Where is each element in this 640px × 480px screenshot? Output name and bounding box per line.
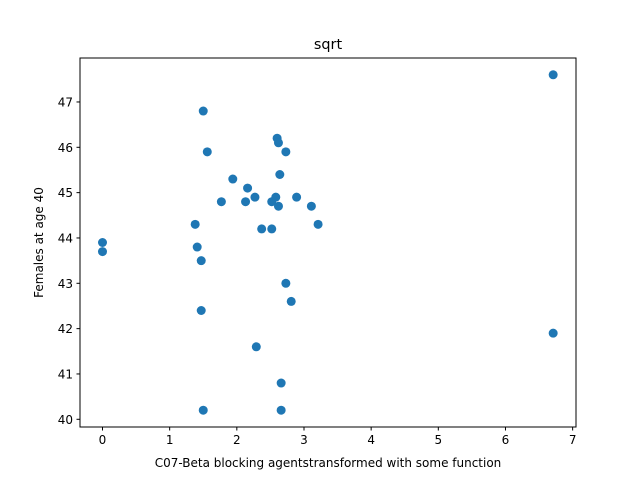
data-point <box>281 278 291 288</box>
data-point <box>250 192 260 202</box>
data-point <box>276 405 286 415</box>
x-tick-label: 2 <box>233 433 241 447</box>
data-point <box>276 378 286 388</box>
x-tick-label: 4 <box>367 433 375 447</box>
plot-area-frame <box>79 57 577 428</box>
y-tick-label: 41 <box>58 367 73 381</box>
data-point <box>306 201 316 211</box>
data-point <box>281 147 291 157</box>
data-point <box>273 201 283 211</box>
data-point <box>198 106 208 116</box>
y-tick-label: 42 <box>58 322 73 336</box>
data-point <box>275 170 285 180</box>
x-tick-label: 6 <box>502 433 510 447</box>
data-point <box>273 138 283 148</box>
data-point <box>216 197 226 207</box>
data-point <box>192 242 202 252</box>
y-axis-label: Females at age 40 <box>32 187 46 298</box>
data-point <box>196 256 206 266</box>
y-tick-label: 47 <box>58 95 73 109</box>
data-point <box>257 224 267 234</box>
y-tick-label: 46 <box>58 141 73 155</box>
x-tick-label: 5 <box>434 433 442 447</box>
data-point <box>190 219 200 229</box>
data-point <box>243 183 253 193</box>
data-point <box>548 70 558 80</box>
data-point <box>313 219 323 229</box>
data-point <box>292 192 302 202</box>
data-point <box>271 192 281 202</box>
chart-title: sqrt <box>314 37 343 53</box>
y-tick-label: 44 <box>58 231 73 245</box>
points-layer <box>97 70 558 415</box>
data-point <box>267 224 277 234</box>
data-point <box>198 405 208 415</box>
data-point <box>228 174 238 184</box>
x-tick-label: 3 <box>300 433 308 447</box>
x-tick-label: 7 <box>569 433 577 447</box>
y-tick-label: 43 <box>58 277 73 291</box>
x-axis-label: C07-Beta blocking agentstransformed with… <box>155 456 502 470</box>
data-point <box>97 238 107 247</box>
y-tick-label: 40 <box>58 413 73 427</box>
data-point <box>202 147 212 157</box>
data-point <box>251 342 261 352</box>
x-tick-label: 0 <box>99 433 107 447</box>
y-tick-label: 45 <box>58 186 73 200</box>
data-point <box>548 328 558 338</box>
data-point <box>241 197 251 207</box>
x-tick-label: 1 <box>166 433 174 447</box>
data-point <box>286 296 296 306</box>
data-point <box>97 247 107 257</box>
data-point <box>196 305 206 315</box>
